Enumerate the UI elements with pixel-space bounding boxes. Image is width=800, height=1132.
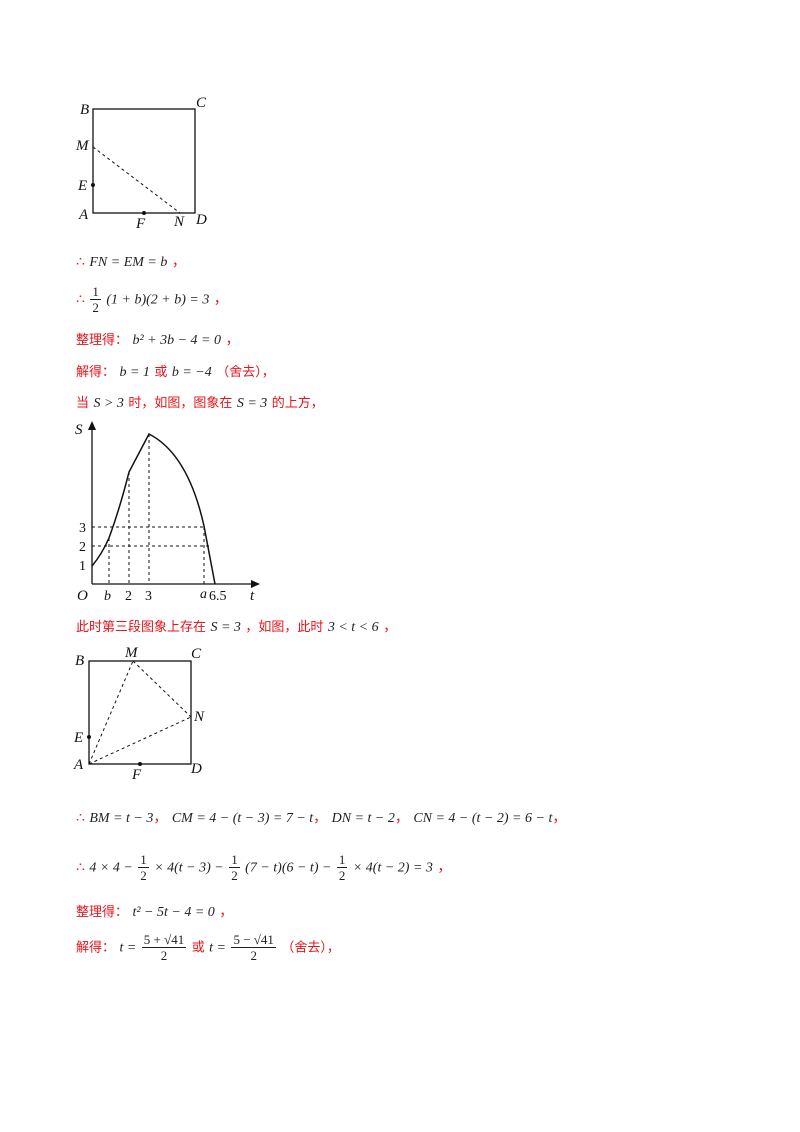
- math-expr: 4 × 4 −: [89, 860, 133, 876]
- text-prefix: 解得：: [76, 365, 116, 380]
- math-expr: FN = EM = b: [89, 255, 168, 270]
- math-expr: DN = t − 2: [331, 811, 395, 826]
- text: 的上方，: [271, 396, 324, 411]
- math-expr: CN = 4 − (t − 2) = 6 − t: [413, 811, 553, 826]
- s-t-graph: S t O 1 2 3 b 2 3 a 6.5: [75, 421, 260, 604]
- text-prefix: 解得：: [76, 940, 116, 956]
- x-tick-2: 2: [125, 589, 132, 604]
- math-expr: t² − 5t − 4 = 0: [132, 905, 215, 920]
- text: 时，如图，图象在: [128, 396, 233, 411]
- x-tick-a: a: [200, 587, 207, 602]
- therefore-symbol: ∴: [76, 859, 85, 876]
- line-simplify-b: 整理得： b² + 3b − 4 = 0 ，: [76, 330, 239, 351]
- line-solve-t: 解得： t = 5 + √41 2 或 t = 5 − √41 2 （舍去），: [76, 932, 340, 972]
- label-d: D: [190, 761, 202, 777]
- label-e: E: [73, 730, 83, 746]
- text-prefix: 整理得：: [76, 333, 129, 348]
- math-expr: t =: [209, 940, 226, 956]
- text-prefix: 整理得：: [76, 905, 129, 920]
- line-solve-b: 解得： b = 1 或 b = −4 （舍去），: [76, 362, 275, 383]
- therefore-symbol: ∴: [76, 254, 85, 270]
- punct: ，: [213, 291, 228, 308]
- label-d: D: [195, 212, 207, 228]
- math-expr: BM = t − 3: [89, 811, 154, 826]
- x-tick-6-5: 6.5: [209, 589, 227, 604]
- origin-label: O: [77, 588, 88, 604]
- punct: ，: [219, 904, 234, 920]
- text-or: 或: [154, 365, 168, 380]
- x-tick-b: b: [104, 589, 111, 604]
- math-expr: t =: [119, 940, 137, 956]
- math-expr: × 4(t − 2) = 3: [352, 860, 433, 876]
- punct: ，: [171, 254, 186, 270]
- text: 此时第三段图象上存在: [76, 620, 207, 635]
- label-c: C: [191, 646, 202, 662]
- line-segment-lengths: ∴ BM = t − 3， CM = 4 − (t − 3) = 7 − t， …: [76, 808, 566, 829]
- label-m: M: [124, 645, 139, 661]
- label-n: N: [173, 214, 185, 230]
- label-b: B: [75, 653, 84, 669]
- label-a: A: [73, 757, 84, 773]
- y-tick-1: 1: [79, 559, 86, 574]
- punct: ，: [437, 859, 452, 876]
- y-tick-3: 3: [79, 521, 86, 536]
- label-f: F: [135, 216, 146, 232]
- math-expr: b = −4: [171, 365, 212, 380]
- math-expr: b = 1: [119, 365, 150, 380]
- line-when-s-gt-3: 当 S > 3 时，如图，图象在 S = 3 的上方，: [76, 393, 324, 414]
- therefore-symbol: ∴: [76, 291, 85, 308]
- text: 当: [76, 396, 90, 411]
- text: ，如图，此时: [245, 620, 324, 635]
- math-expr: (1 + b)(2 + b) = 3: [106, 292, 210, 308]
- y-tick-2: 2: [79, 540, 86, 555]
- line-fn-em: ∴ FN = EM = b ，: [76, 252, 186, 273]
- label-n: N: [193, 709, 205, 725]
- math-expr: b² + 3b − 4 = 0: [132, 333, 222, 348]
- fraction: 5 − √41 2: [231, 932, 276, 963]
- label-m: M: [75, 138, 90, 154]
- math-expr: × 4(t − 3) −: [154, 860, 224, 876]
- punct: ，: [394, 810, 409, 826]
- punct: ，: [552, 810, 567, 826]
- punct: ，: [313, 810, 328, 826]
- punct: ，: [383, 619, 398, 635]
- label-f: F: [131, 767, 142, 783]
- math-expr: S = 3: [210, 620, 241, 635]
- text-discard: （舍去），: [281, 940, 340, 956]
- text-or: 或: [191, 940, 205, 956]
- label-e: E: [77, 178, 87, 194]
- line-third-segment: 此时第三段图象上存在 S = 3 ，如图，此时 3 < t < 6 ，: [76, 617, 397, 638]
- math-expr: 3 < t < 6: [327, 620, 379, 635]
- punct: ，: [225, 332, 240, 348]
- fraction: 5 + √41 2: [141, 932, 187, 963]
- label-c: C: [196, 95, 207, 111]
- math-expr: S > 3: [93, 396, 124, 411]
- math-expr: S = 3: [236, 396, 268, 411]
- therefore-symbol: ∴: [76, 810, 85, 826]
- text-discard: （舍去），: [216, 365, 275, 380]
- square-figure-1: B C M E A F N D: [75, 95, 207, 232]
- label-a: A: [78, 207, 89, 223]
- math-expr: (7 − t)(6 − t) −: [245, 860, 332, 876]
- math-expr: CM = 4 − (t − 3) = 7 − t: [171, 811, 314, 826]
- square-figure-2: B M C N E A F D: [73, 645, 205, 783]
- line-simplify-t: 整理得： t² − 5t − 4 = 0 ，: [76, 902, 233, 923]
- axis-label-t: t: [250, 588, 255, 604]
- x-tick-3: 3: [145, 589, 152, 604]
- label-b: B: [80, 102, 89, 118]
- punct: ，: [153, 810, 168, 826]
- axis-label-s: S: [75, 422, 83, 438]
